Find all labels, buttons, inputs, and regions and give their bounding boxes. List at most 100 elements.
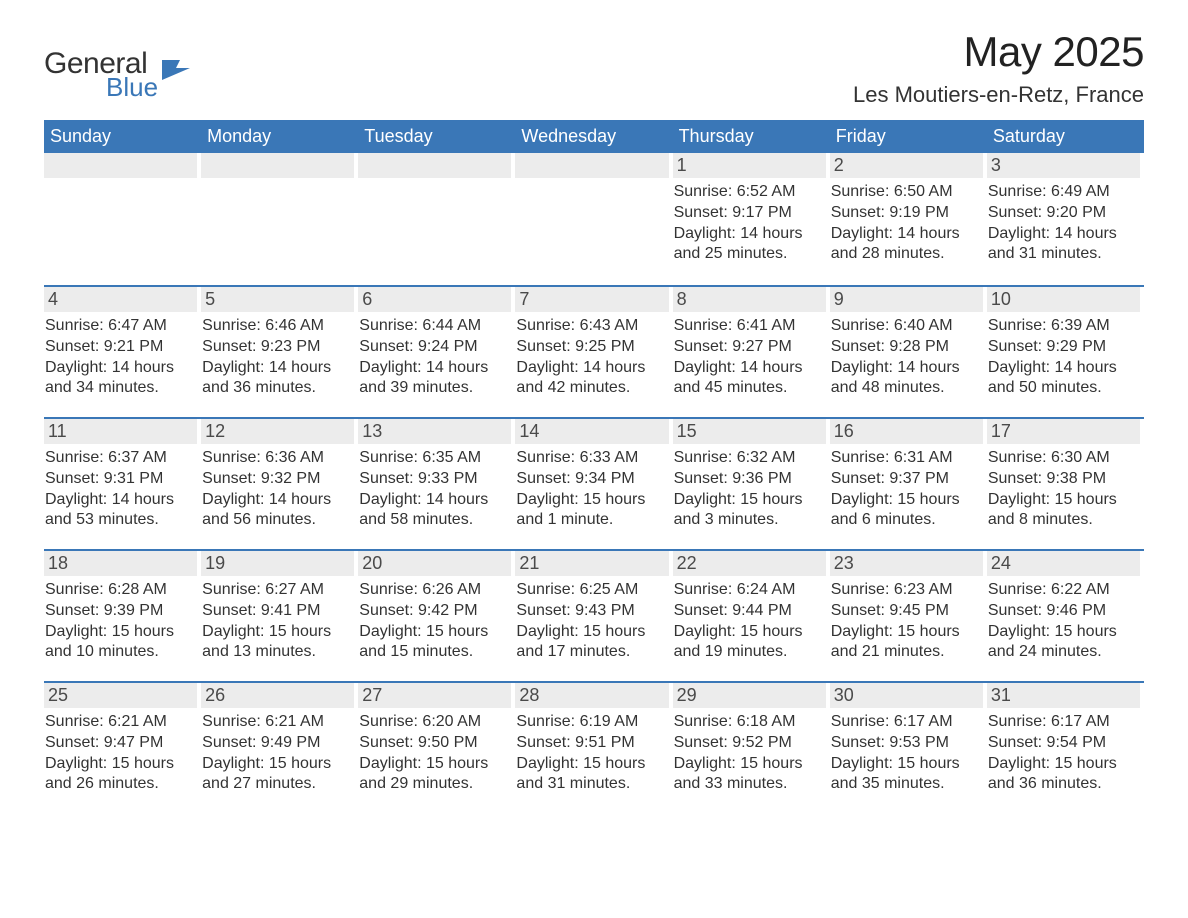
- sunset-line: Sunset: 9:47 PM: [45, 733, 197, 754]
- sunrise-line: Sunrise: 6:19 AM: [516, 712, 668, 733]
- day-details: Sunrise: 6:22 AMSunset: 9:46 PMDaylight:…: [987, 580, 1140, 663]
- location-label: Les Moutiers-en-Retz, France: [853, 82, 1144, 108]
- daylight-line: Daylight: 15 hours and 29 minutes.: [359, 754, 511, 796]
- calendar-grid: SundayMondayTuesdayWednesdayThursdayFrid…: [44, 120, 1144, 813]
- sunrise-line: Sunrise: 6:18 AM: [674, 712, 826, 733]
- daylight-line: Daylight: 14 hours and 48 minutes.: [831, 358, 983, 400]
- day-details: Sunrise: 6:50 AMSunset: 9:19 PMDaylight:…: [830, 182, 983, 265]
- day-number: 3: [987, 153, 1140, 178]
- sunset-line: Sunset: 9:42 PM: [359, 601, 511, 622]
- sunrise-line: Sunrise: 6:26 AM: [359, 580, 511, 601]
- day-cell-empty: [44, 153, 201, 285]
- sunrise-line: Sunrise: 6:49 AM: [988, 182, 1140, 203]
- daylight-line: Daylight: 15 hours and 15 minutes.: [359, 622, 511, 664]
- sunset-line: Sunset: 9:23 PM: [202, 337, 354, 358]
- day-details: Sunrise: 6:49 AMSunset: 9:20 PMDaylight:…: [987, 182, 1140, 265]
- weekday-header-wednesday: Wednesday: [515, 120, 672, 153]
- sunset-line: Sunset: 9:24 PM: [359, 337, 511, 358]
- weekday-header-sunday: Sunday: [44, 120, 201, 153]
- day-cell: 27Sunrise: 6:20 AMSunset: 9:50 PMDayligh…: [358, 683, 515, 813]
- day-details: Sunrise: 6:33 AMSunset: 9:34 PMDaylight:…: [515, 448, 668, 531]
- day-details: Sunrise: 6:40 AMSunset: 9:28 PMDaylight:…: [830, 316, 983, 399]
- day-cell: 15 Sunrise: 6:32 AMSunset: 9:36 PMDayligh…: [673, 419, 830, 549]
- day-details: Sunrise: 6:32 AMSunset: 9:36 PMDaylight:…: [673, 448, 826, 531]
- logo-text: General Blue: [44, 50, 158, 99]
- sunset-line: Sunset: 9:19 PM: [831, 203, 983, 224]
- day-cell: 29Sunrise: 6:18 AMSunset: 9:52 PMDayligh…: [673, 683, 830, 813]
- sunrise-line: Sunrise: 6:30 AM: [988, 448, 1140, 469]
- sunset-line: Sunset: 9:21 PM: [45, 337, 197, 358]
- daylight-line: Daylight: 14 hours and 58 minutes.: [359, 490, 511, 532]
- day-number: 31: [987, 683, 1140, 708]
- day-cell: 31Sunrise: 6:17 AMSunset: 9:54 PMDayligh…: [987, 683, 1144, 813]
- daylight-line: Daylight: 15 hours and 3 minutes.: [674, 490, 826, 532]
- day-details: Sunrise: 6:52 AMSunset: 9:17 PMDaylight:…: [673, 182, 826, 265]
- day-details: Sunrise: 6:26 AMSunset: 9:42 PMDaylight:…: [358, 580, 511, 663]
- day-details: Sunrise: 6:21 AMSunset: 9:47 PMDaylight:…: [44, 712, 197, 795]
- sunrise-line: Sunrise: 6:31 AM: [831, 448, 983, 469]
- day-cell: 28Sunrise: 6:19 AMSunset: 9:51 PMDayligh…: [515, 683, 672, 813]
- day-number: 13: [358, 419, 511, 444]
- sunset-line: Sunset: 9:20 PM: [988, 203, 1140, 224]
- sunrise-line: Sunrise: 6:17 AM: [831, 712, 983, 733]
- day-details: Sunrise: 6:37 AMSunset: 9:31 PMDaylight:…: [44, 448, 197, 531]
- day-details: Sunrise: 6:21 AMSunset: 9:49 PMDaylight:…: [201, 712, 354, 795]
- day-number: 26: [201, 683, 354, 708]
- sunset-line: Sunset: 9:17 PM: [674, 203, 826, 224]
- sunrise-line: Sunrise: 6:46 AM: [202, 316, 354, 337]
- daylight-line: Daylight: 14 hours and 31 minutes.: [988, 224, 1140, 266]
- day-details: Sunrise: 6:39 AMSunset: 9:29 PMDaylight:…: [987, 316, 1140, 399]
- daylight-line: Daylight: 15 hours and 10 minutes.: [45, 622, 197, 664]
- sunset-line: Sunset: 9:49 PM: [202, 733, 354, 754]
- sunset-line: Sunset: 9:41 PM: [202, 601, 354, 622]
- day-number: 16: [830, 419, 983, 444]
- daylight-line: Daylight: 15 hours and 35 minutes.: [831, 754, 983, 796]
- sunset-line: Sunset: 9:53 PM: [831, 733, 983, 754]
- sunrise-line: Sunrise: 6:44 AM: [359, 316, 511, 337]
- sunrise-line: Sunrise: 6:37 AM: [45, 448, 197, 469]
- daylight-line: Daylight: 15 hours and 27 minutes.: [202, 754, 354, 796]
- sunrise-line: Sunrise: 6:21 AM: [202, 712, 354, 733]
- day-details: Sunrise: 6:18 AMSunset: 9:52 PMDaylight:…: [673, 712, 826, 795]
- sunset-line: Sunset: 9:25 PM: [516, 337, 668, 358]
- daylight-line: Daylight: 14 hours and 28 minutes.: [831, 224, 983, 266]
- sunrise-line: Sunrise: 6:32 AM: [674, 448, 826, 469]
- day-number: 15: [673, 419, 826, 444]
- sunrise-line: Sunrise: 6:52 AM: [674, 182, 826, 203]
- sunset-line: Sunset: 9:51 PM: [516, 733, 668, 754]
- day-number: 10: [987, 287, 1140, 312]
- title-block: May 2025 Les Moutiers-en-Retz, France: [853, 28, 1144, 108]
- sunrise-line: Sunrise: 6:43 AM: [516, 316, 668, 337]
- sunrise-line: Sunrise: 6:25 AM: [516, 580, 668, 601]
- daylight-line: Daylight: 15 hours and 21 minutes.: [831, 622, 983, 664]
- day-number: 9: [830, 287, 983, 312]
- daylight-line: Daylight: 15 hours and 36 minutes.: [988, 754, 1140, 796]
- sunset-line: Sunset: 9:37 PM: [831, 469, 983, 490]
- day-cell: 11Sunrise: 6:37 AMSunset: 9:31 PMDayligh…: [44, 419, 201, 549]
- day-cell: 8Sunrise: 6:41 AMSunset: 9:27 PMDaylight…: [673, 287, 830, 417]
- sunset-line: Sunset: 9:52 PM: [674, 733, 826, 754]
- day-number: [358, 153, 511, 178]
- sunset-line: Sunset: 9:38 PM: [988, 469, 1140, 490]
- day-number: 24: [987, 551, 1140, 576]
- day-number: 7: [515, 287, 668, 312]
- weekday-header-tuesday: Tuesday: [358, 120, 515, 153]
- calendar-page: General Blue May 2025 Les Moutiers-en-Re…: [0, 0, 1188, 918]
- day-cell: 24 Sunrise: 6:22 AMSunset: 9:46 PMDayligh…: [987, 551, 1144, 681]
- sunrise-line: Sunrise: 6:50 AM: [831, 182, 983, 203]
- sunset-line: Sunset: 9:39 PM: [45, 601, 197, 622]
- day-cell: 20 Sunrise: 6:26 AMSunset: 9:42 PMDayligh…: [358, 551, 515, 681]
- day-details: Sunrise: 6:46 AMSunset: 9:23 PMDaylight:…: [201, 316, 354, 399]
- sunset-line: Sunset: 9:32 PM: [202, 469, 354, 490]
- sunrise-line: Sunrise: 6:41 AM: [674, 316, 826, 337]
- daylight-line: Daylight: 15 hours and 26 minutes.: [45, 754, 197, 796]
- day-details: Sunrise: 6:41 AMSunset: 9:27 PMDaylight:…: [673, 316, 826, 399]
- day-number: 20: [358, 551, 511, 576]
- daylight-line: Daylight: 14 hours and 36 minutes.: [202, 358, 354, 400]
- day-number: 30: [830, 683, 983, 708]
- logo: General Blue: [44, 28, 190, 99]
- day-cell: 26 Sunrise: 6:21 AMSunset: 9:49 PMDayligh…: [201, 683, 358, 813]
- day-details: Sunrise: 6:31 AMSunset: 9:37 PMDaylight:…: [830, 448, 983, 531]
- daylight-line: Daylight: 14 hours and 45 minutes.: [674, 358, 826, 400]
- day-number: 23: [830, 551, 983, 576]
